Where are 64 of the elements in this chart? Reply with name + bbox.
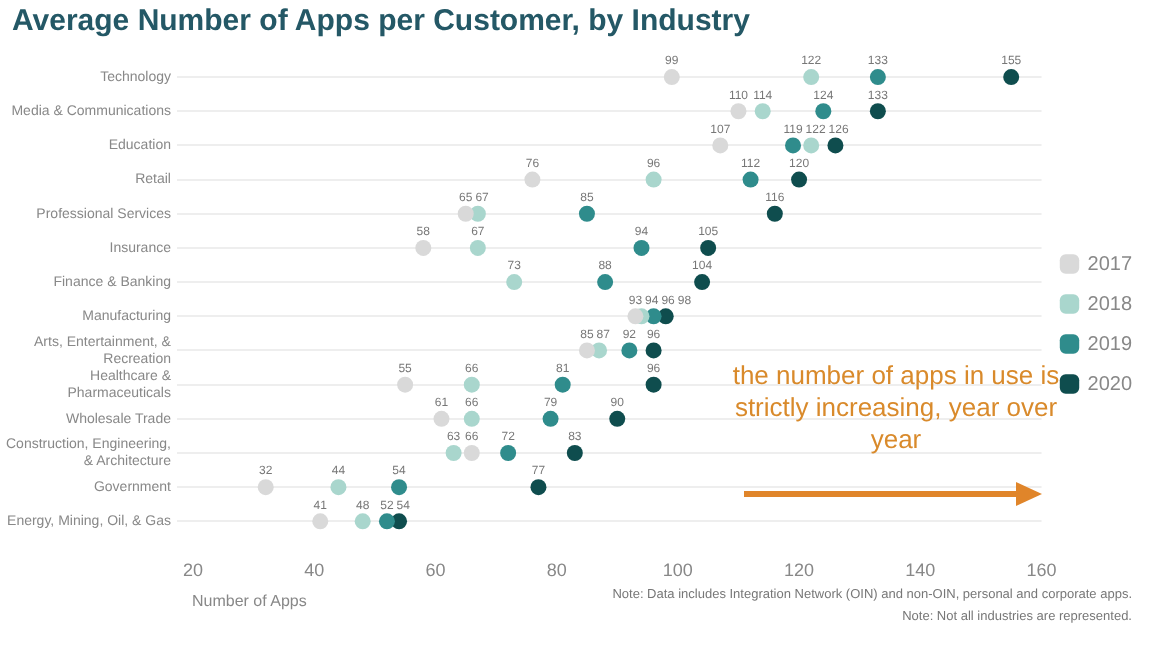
point [663, 69, 680, 86]
point [694, 274, 711, 291]
point [712, 137, 729, 154]
point [645, 342, 662, 359]
x-tick-label: 80 [546, 560, 567, 581]
point [645, 376, 662, 393]
point [785, 137, 802, 154]
point [869, 103, 886, 120]
x-tick-label: 60 [425, 560, 446, 581]
point [433, 410, 450, 427]
point [815, 103, 832, 120]
legend-label: 2017 [1087, 253, 1133, 276]
point [791, 171, 808, 188]
point [257, 479, 274, 496]
point [330, 479, 347, 496]
point [827, 137, 844, 154]
legend-label: 2019 [1087, 333, 1133, 356]
point [524, 171, 541, 188]
point [803, 69, 820, 86]
point [578, 342, 595, 359]
point [500, 444, 517, 461]
point [578, 205, 595, 222]
chart-title: Average Number of Apps per Customer, by Industry [12, 4, 750, 38]
point [609, 410, 626, 427]
point [463, 410, 480, 427]
point [457, 205, 474, 222]
point [869, 69, 886, 86]
point [378, 513, 395, 530]
point [445, 444, 462, 461]
annotation: the number of apps in use is strictly increasing, year over year [730, 360, 1062, 456]
point [627, 308, 644, 325]
point [530, 479, 547, 496]
legend-label: 2020 [1087, 373, 1133, 396]
point [354, 513, 371, 530]
point [597, 274, 614, 291]
point [621, 342, 638, 359]
x-tick-label: 140 [905, 560, 936, 581]
point [700, 239, 717, 256]
point [566, 444, 583, 461]
point [754, 103, 771, 120]
point [391, 479, 408, 496]
x-tick-label: 40 [304, 560, 325, 581]
point [415, 239, 432, 256]
x-tick-label: 120 [784, 560, 815, 581]
legend-label: 2018 [1087, 293, 1133, 316]
point [803, 137, 820, 154]
x-tick-label: 160 [1026, 560, 1057, 581]
point [645, 171, 662, 188]
point [542, 410, 559, 427]
point [742, 171, 759, 188]
point [633, 239, 650, 256]
x-axis-title: Number of Apps [192, 592, 307, 610]
point [1003, 69, 1020, 86]
point [312, 513, 329, 530]
point [463, 444, 480, 461]
point [463, 376, 480, 393]
point [730, 103, 747, 120]
point [397, 376, 414, 393]
x-tick-label: 100 [662, 560, 693, 581]
point [506, 274, 523, 291]
point [469, 239, 486, 256]
point [554, 376, 571, 393]
point [766, 205, 783, 222]
x-tick-label: 20 [182, 560, 203, 581]
